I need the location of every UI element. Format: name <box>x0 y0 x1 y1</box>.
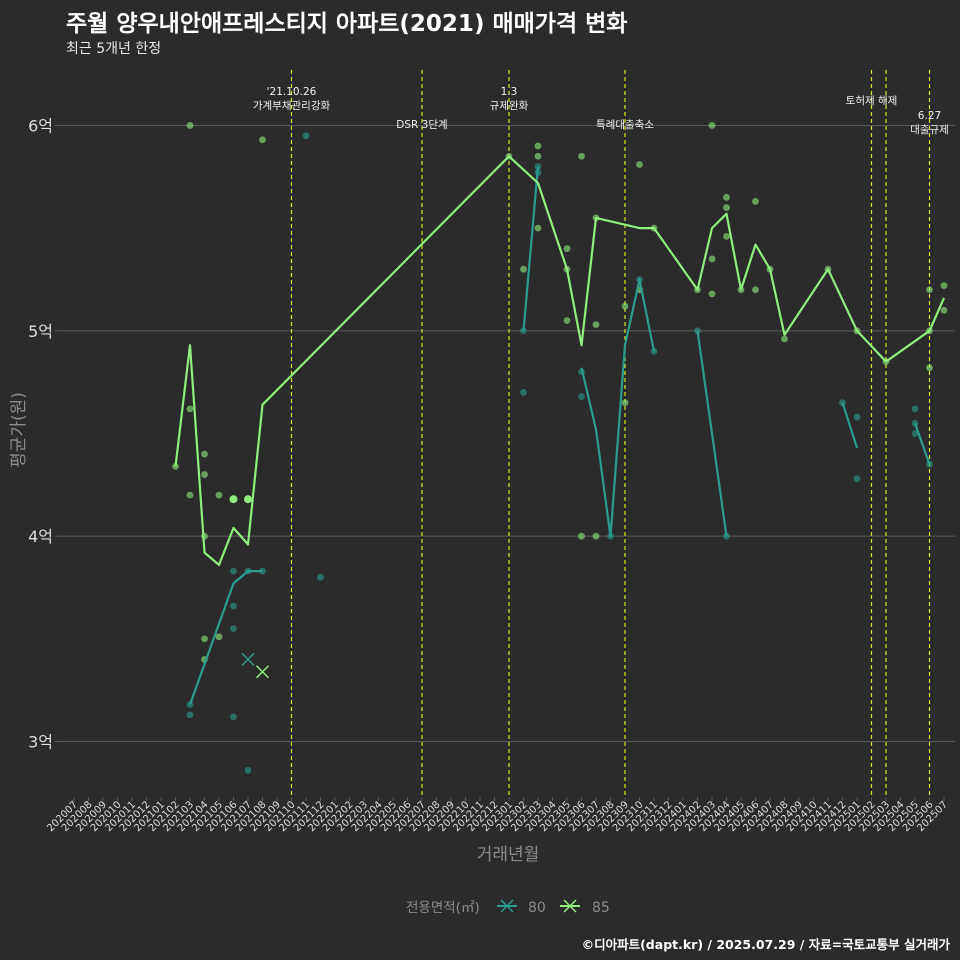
point-85 <box>723 204 730 211</box>
x-marker-layer <box>241 652 270 679</box>
point-85 <box>708 290 716 298</box>
point-85 <box>534 142 542 150</box>
point-85 <box>621 399 629 407</box>
x-marker-stroke <box>255 665 270 679</box>
point-85 <box>215 633 223 641</box>
policy-lines-layer <box>290 70 931 797</box>
point-85 <box>201 471 208 478</box>
point-85 <box>201 635 208 643</box>
legend-title: 전용면적(㎡) <box>406 900 480 916</box>
chart-subtitle: 최근 5개년 한정 <box>66 41 162 57</box>
point-85 <box>621 302 629 310</box>
point-80 <box>230 713 237 721</box>
point-85 <box>723 232 730 240</box>
point-80 <box>186 711 194 719</box>
point-85 <box>926 364 933 372</box>
point-85-highlight <box>244 495 252 504</box>
point-85 <box>708 255 716 263</box>
point-80 <box>317 573 324 581</box>
point-80 <box>244 766 252 774</box>
point-85 <box>636 161 643 168</box>
policy-annotation: 6.27 <box>918 110 941 122</box>
point-85 <box>578 152 585 160</box>
policy-annotation: 대출규제 <box>910 124 949 136</box>
point-80 <box>839 399 846 407</box>
policy-annotation: 규제완화 <box>490 99 529 112</box>
policy-annotation: 가계부채관리강화 <box>253 100 331 112</box>
axis-layer: 3억4억5억6억20200720200820200920201020201120… <box>28 116 950 834</box>
legend: 전용면적(㎡) 80 85 <box>406 899 610 916</box>
x-axis-title: 거래년월 <box>477 845 540 865</box>
point-85 <box>578 532 585 540</box>
source-caption: ©디아파트(dapt.kr) / 2025.07.29 / 자료=국토교통부 실… <box>581 937 950 952</box>
point-85 <box>940 306 948 314</box>
point-85 <box>752 198 759 205</box>
point-85 <box>520 265 527 273</box>
point-85 <box>563 317 571 324</box>
legend-key-85 <box>560 899 580 913</box>
point-85 <box>781 335 788 343</box>
point-85 <box>563 245 571 253</box>
point-85-highlight <box>229 495 238 504</box>
x-marker-stroke <box>241 652 255 666</box>
point-80 <box>853 475 861 483</box>
policy-annotation: DSR 3단계 <box>396 119 447 131</box>
series-line-80 <box>188 570 263 705</box>
point-85 <box>201 450 208 458</box>
point-80 <box>911 430 919 437</box>
point-85 <box>259 136 266 144</box>
point-85 <box>186 122 194 129</box>
point-85 <box>534 224 542 232</box>
point-85 <box>592 532 600 540</box>
point-80 <box>230 602 237 610</box>
point-80 <box>911 405 919 413</box>
y-tick-label: 4억 <box>28 527 53 546</box>
chart-title: 주월 양우내안애프레스티지 아파트(2021) 매매가격 변화 <box>66 11 628 37</box>
series-line-80 <box>522 166 540 331</box>
points-layer <box>172 122 948 774</box>
point-85 <box>723 193 730 201</box>
series-line-80 <box>841 402 859 449</box>
y-tick-label: 5억 <box>28 322 53 341</box>
policy-annotation: 특례대출축소 <box>596 119 654 131</box>
series-line-80 <box>580 278 656 538</box>
point-85 <box>940 282 948 290</box>
point-80 <box>302 132 310 140</box>
point-85 <box>708 122 716 129</box>
y-tick-label: 6억 <box>28 116 53 135</box>
point-85 <box>926 286 933 294</box>
point-85 <box>752 286 759 294</box>
point-80 <box>520 389 527 396</box>
point-80 <box>853 413 861 421</box>
point-80 <box>578 393 585 400</box>
lines-layer <box>174 155 946 705</box>
y-axis-title: 평균가(원) <box>9 392 29 468</box>
policy-annotation: '21.10.26 <box>267 86 317 98</box>
legend-key-80 <box>497 899 517 913</box>
point-80 <box>230 625 237 632</box>
grid-layer <box>60 124 955 743</box>
point-85 <box>186 491 194 499</box>
point-85 <box>215 491 223 499</box>
series-line-80 <box>696 330 728 537</box>
series-line-80 <box>913 422 931 465</box>
x-marker-80 <box>241 652 255 666</box>
legend-label-85: 85 <box>592 900 610 916</box>
policy-annotation: 토허제 해제 <box>846 94 898 107</box>
point-85 <box>534 152 542 160</box>
point-85 <box>592 321 600 329</box>
series-line-85 <box>174 155 946 566</box>
point-80 <box>520 327 527 335</box>
point-85 <box>186 405 194 413</box>
point-80 <box>230 567 237 575</box>
policy-annotation: 1.3 <box>501 86 518 98</box>
x-marker-85 <box>255 665 270 679</box>
legend-label-80: 80 <box>528 900 546 916</box>
y-tick-label: 3억 <box>28 733 53 752</box>
